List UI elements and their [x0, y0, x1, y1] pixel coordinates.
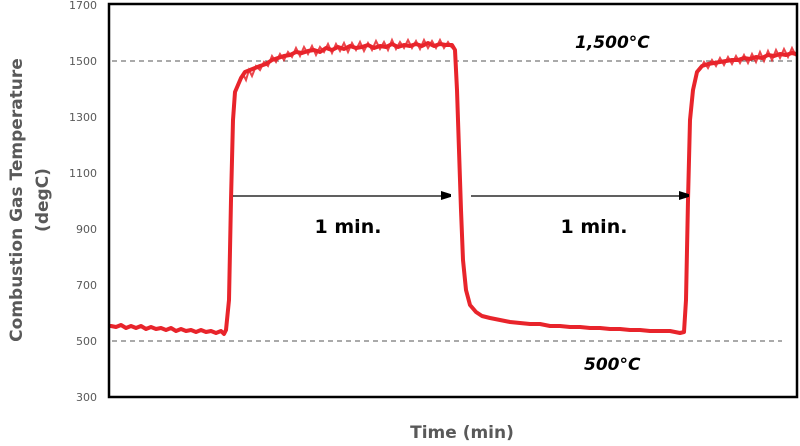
duration-label-1: 1 min.	[315, 216, 382, 238]
ytick-1100: 1100	[69, 167, 97, 180]
duration-label-2: 1 min.	[561, 216, 628, 238]
ytick-1700: 1700	[69, 0, 97, 12]
y-axis-title-line1: Combustion Gas Temperature	[7, 58, 27, 342]
ytick-300: 300	[76, 391, 97, 404]
ytick-1300: 1300	[69, 111, 97, 124]
ytick-500: 500	[76, 335, 97, 348]
y-axis-title-line2: (degC)	[33, 168, 53, 232]
ytick-700: 700	[76, 279, 97, 292]
ytick-900: 900	[76, 223, 97, 236]
plot-area-frame	[107, 2, 799, 399]
ref-label-1500: 1,500°C	[575, 33, 650, 53]
temperature-series-noise	[239, 37, 797, 83]
x-axis-title: Time (min)	[410, 423, 514, 443]
ref-label-500: 500°C	[584, 355, 641, 375]
y-axis-ticks: 1700 1500 1300 1100 900 700 500 300	[69, 0, 97, 404]
y-axis-title: Combustion Gas Temperature (degC)	[7, 58, 53, 342]
temperature-series-line	[109, 41, 798, 336]
ytick-1500: 1500	[69, 55, 97, 68]
